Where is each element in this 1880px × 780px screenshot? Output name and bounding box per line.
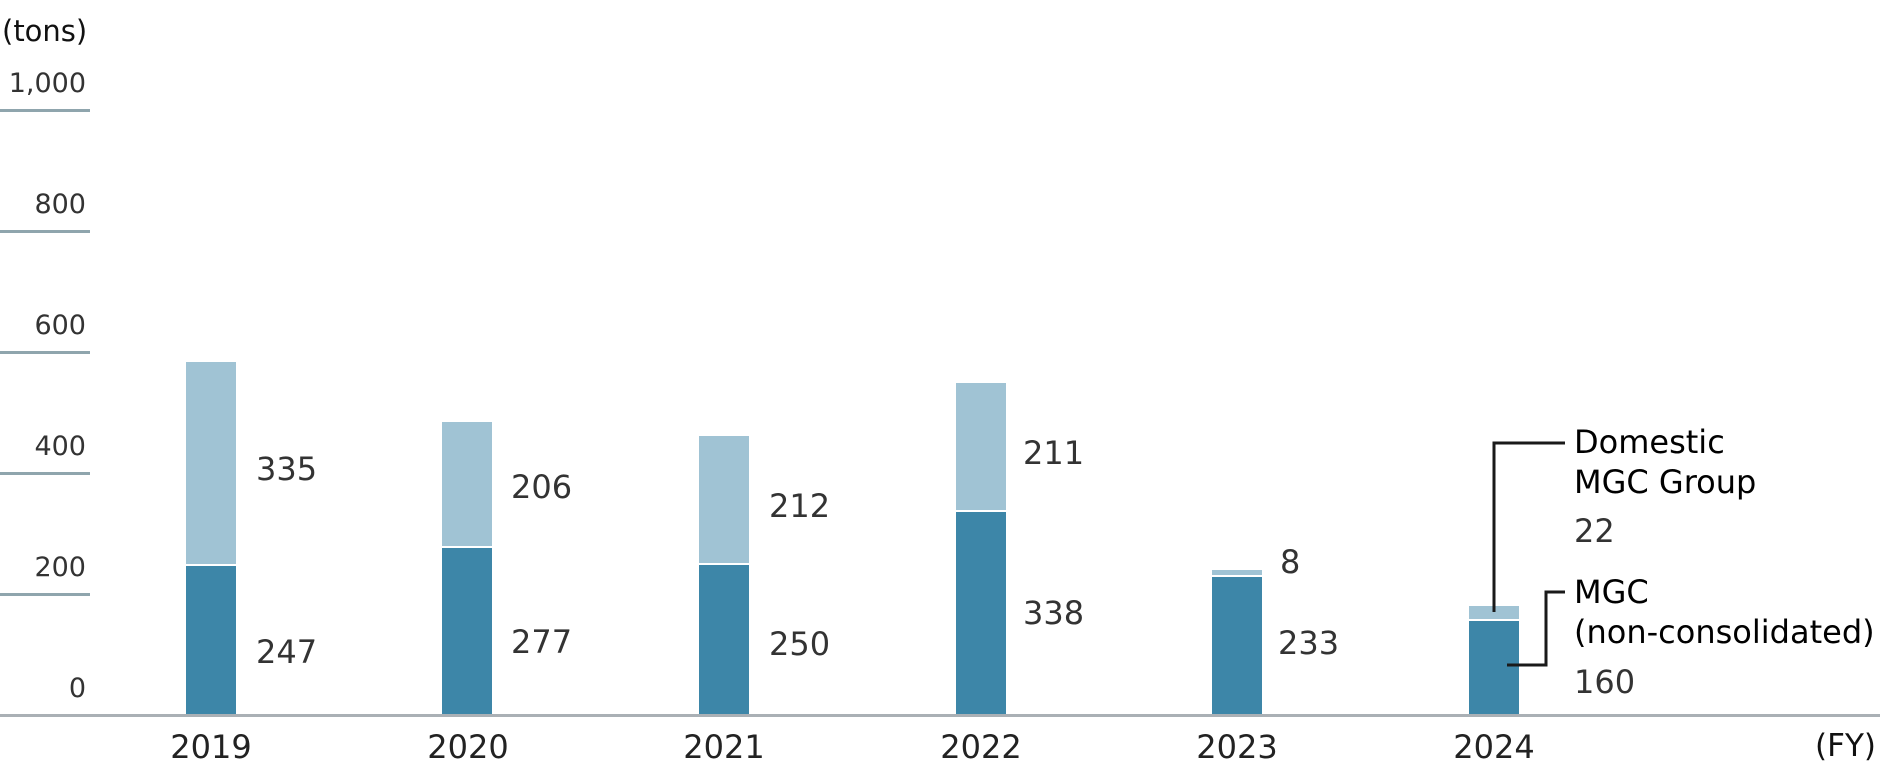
segment-divider (1469, 619, 1519, 621)
bar-segment-mgc (699, 565, 749, 715)
y-tick-label-0: 0 (68, 673, 86, 704)
value-label-2021-group: 212 (769, 487, 831, 525)
value-label-2022-mgc: 338 (1023, 594, 1085, 632)
y-tick-label-200: 200 (34, 552, 86, 583)
x-label-2023: 2023 (1196, 728, 1278, 766)
bar-segment-domestic-group (1469, 606, 1519, 619)
x-label-2024: 2024 (1453, 728, 1535, 766)
bar-2021 (699, 436, 749, 715)
segment-divider (699, 563, 749, 565)
legend-mgc: MGC (non-consolidated) (1574, 572, 1875, 652)
legend-mgc-line1: MGC (1574, 573, 1649, 611)
value-label-2023-mgc: 233 (1278, 624, 1340, 662)
bar-segment-domestic-group (699, 436, 749, 564)
y-tick-line-1000 (0, 109, 90, 112)
y-tick-label-800: 800 (34, 189, 86, 220)
y-tick-label-1000: 1,000 (8, 68, 86, 99)
bar-segment-mgc (1212, 577, 1262, 715)
bar-segment-mgc (1469, 621, 1519, 715)
x-label-2019: 2019 (170, 728, 252, 766)
bar-2023 (1212, 570, 1262, 715)
legend-mgc-line2: (non-consolidated) (1574, 613, 1875, 651)
y-tick-label-400: 400 (34, 431, 86, 462)
value-label-2019-group: 335 (256, 450, 318, 488)
bar-segment-domestic-group (186, 362, 236, 565)
value-label-2021-mgc: 250 (769, 625, 831, 663)
bar-2024 (1469, 606, 1519, 715)
bar-segment-domestic-group (1212, 570, 1262, 575)
y-tick-label-600: 600 (34, 310, 86, 341)
legend-domestic-group-line2: MGC Group (1574, 463, 1757, 501)
y-tick-line-800 (0, 230, 90, 233)
value-label-2023-group: 8 (1280, 543, 1301, 581)
value-label-2020-mgc: 277 (511, 623, 573, 661)
legend-domestic-group: Domestic MGC Group (1574, 422, 1756, 502)
x-axis-unit-label: (FY) (1815, 728, 1876, 764)
y-tick-line-400 (0, 472, 90, 475)
x-label-2022: 2022 (940, 728, 1022, 766)
legend-mgc-value: 160 (1574, 663, 1636, 701)
value-label-2019-mgc: 247 (256, 633, 318, 671)
segment-divider (1212, 575, 1262, 577)
value-label-2020-group: 206 (511, 468, 573, 506)
bar-segment-mgc (442, 548, 492, 715)
value-label-2022-group: 211 (1023, 434, 1085, 472)
x-label-2020: 2020 (427, 728, 509, 766)
segment-divider (186, 564, 236, 566)
bar-2019 (186, 362, 236, 715)
x-axis-baseline (0, 714, 1880, 717)
bar-segment-mgc (186, 566, 236, 715)
segment-divider (956, 510, 1006, 512)
bar-segment-domestic-group (442, 422, 492, 547)
segment-divider (442, 546, 492, 548)
y-tick-line-600 (0, 351, 90, 354)
legend-domestic-group-value: 22 (1574, 512, 1615, 550)
y-axis-unit-label: (tons) (2, 14, 88, 48)
bar-segment-mgc (956, 512, 1006, 715)
bar-2022 (956, 383, 1006, 715)
x-label-2021: 2021 (683, 728, 765, 766)
bar-2020 (442, 422, 492, 715)
y-tick-line-200 (0, 593, 90, 596)
legend-domestic-group-line1: Domestic (1574, 423, 1725, 461)
bar-segment-domestic-group (956, 383, 1006, 511)
